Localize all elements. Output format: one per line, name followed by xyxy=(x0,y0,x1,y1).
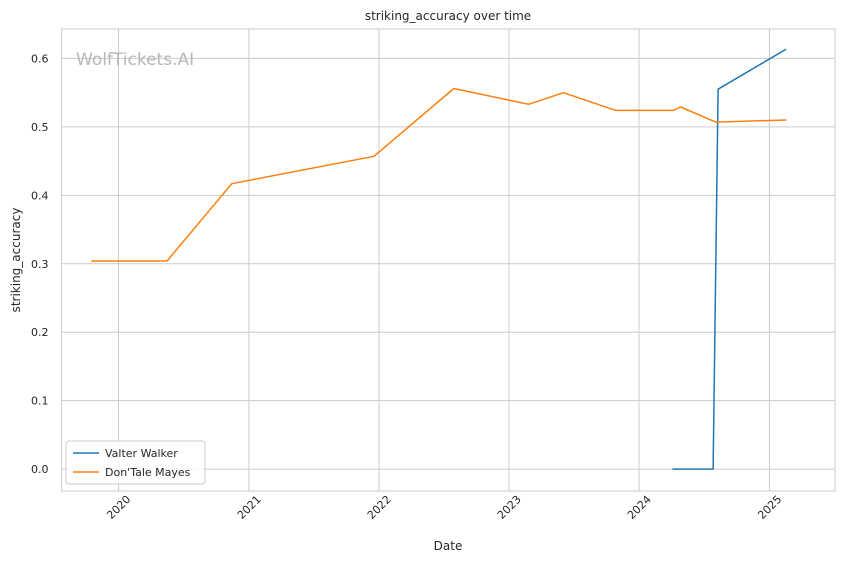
y-tick-label: 0.3 xyxy=(31,258,49,271)
y-tick-label: 0.6 xyxy=(31,52,49,65)
y-tick-label: 0.4 xyxy=(31,189,49,202)
legend: Valter Walker Don'Tale Mayes xyxy=(65,440,206,485)
y-tick-label: 0.5 xyxy=(31,121,49,134)
plot-frame xyxy=(61,28,836,492)
legend-label-valter-walker: Valter Walker xyxy=(105,447,178,460)
y-axis-ticks: 0.0 0.1 0.2 0.3 0.4 0.5 0.6 xyxy=(31,52,49,476)
series-line-valter-walker xyxy=(672,48,787,470)
series-line-don-tale-mayes xyxy=(91,87,787,262)
y-tick-label: 0.2 xyxy=(31,326,49,339)
legend-label-dontale-mayes: Don'Tale Mayes xyxy=(105,466,191,479)
x-axis-title: Date xyxy=(434,539,463,553)
y-axis-title: striking_accuracy xyxy=(9,208,23,313)
plot-area: WolfTickets.AI xyxy=(61,28,836,492)
series-lines xyxy=(91,48,787,470)
plot-background xyxy=(61,29,835,491)
legend-frame xyxy=(65,440,206,485)
y-tick-label: 0.0 xyxy=(31,463,49,476)
chart-title: striking_accuracy over time xyxy=(365,9,531,23)
y-tick-label: 0.1 xyxy=(31,395,49,408)
watermark-text: WolfTickets.AI xyxy=(76,50,194,70)
